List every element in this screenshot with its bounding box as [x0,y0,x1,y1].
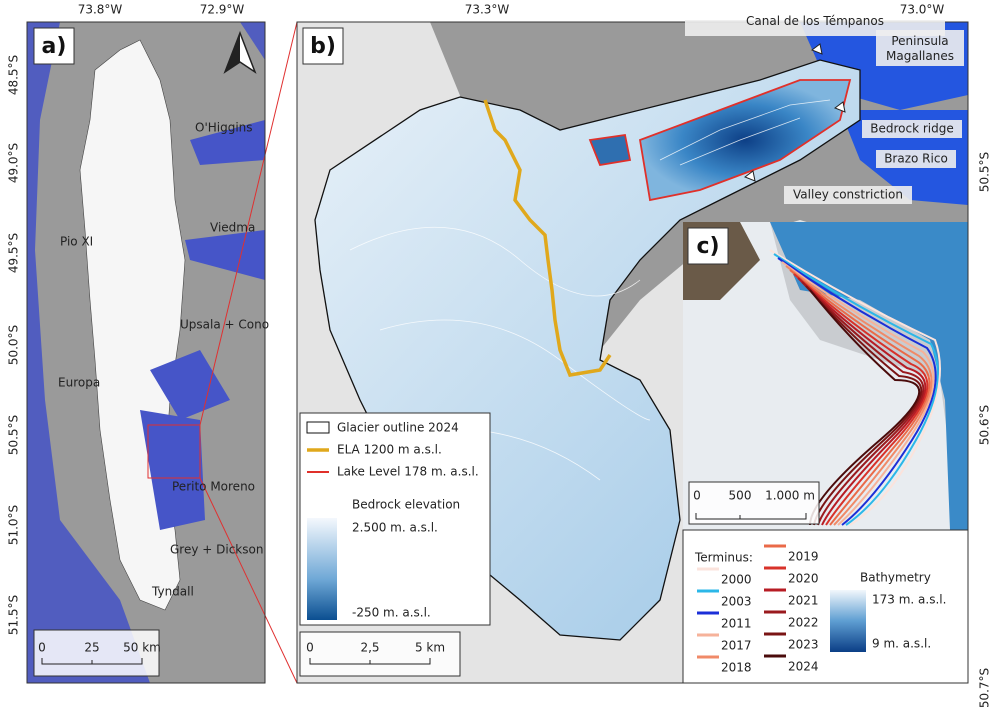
legend-label: 2024 [788,660,819,674]
legend-label: 9 m. a.s.l. [872,637,931,651]
legend-label: 2003 [721,595,752,609]
legend-label: 2011 [721,617,752,631]
lat-label: 49.0°S [7,143,21,183]
legend-label: 2.500 m. a.s.l. [352,521,438,535]
terminus-line [809,289,921,526]
scale-label: 0 [38,641,46,655]
annotation-arrow [833,101,846,113]
legend-title: Terminus: [694,551,753,565]
panel-label: a) [42,34,67,59]
legend-label: 2021 [788,594,819,608]
legend-label: Glacier outline 2024 [337,421,459,435]
legend-label: 2022 [788,616,819,630]
legend-label: 2018 [721,661,752,675]
lat-label: 51.0°S [7,505,21,545]
annotation: Brazo Rico [884,152,948,166]
annotation-box [876,150,956,168]
scale-label: 5 km [415,641,445,655]
glacier-name: Upsala + Cono [180,318,269,332]
lat-label: 50.5°S [7,415,21,455]
legend-label: 2020 [788,572,819,586]
legend-label: 2017 [721,639,752,653]
lon-label: 72.9°W [200,3,245,17]
legend-label: 173 m. a.s.l. [872,593,946,607]
panel-a: a) [27,21,298,684]
lat-label: 48.5°S [7,55,21,95]
glacier-name: Grey + Dickson [170,543,263,557]
legend-title: Bathymetry [860,571,931,585]
annotation: Bedrock ridge [870,122,954,136]
lon-label: 73.8°W [78,3,123,17]
annotation-arrow [810,43,823,55]
glacier-name: Perito Moreno [172,480,255,494]
legend-label: Lake Level 178 m. a.s.l. [337,465,479,479]
panel-label: c) [696,234,719,259]
annotation-box [876,30,964,66]
terminus-line [797,277,927,526]
glacier-name: O'Higgins [195,121,253,135]
terminus-line [801,281,925,526]
annotation-arrow [743,170,756,182]
terminus-line [769,249,941,526]
scale-label: 0 [306,641,314,655]
panel-c: c) Terminus: Bathymetry 173 m. a.s.l. 9 … [682,222,969,684]
scale-label: 50 km [123,641,161,655]
annotation: Valley constriction [793,188,903,202]
annotation-box [784,186,912,204]
scale-label: 1.000 m [765,489,815,503]
terminus-line [781,261,935,526]
scale-label: 2,5 [360,641,379,655]
annotation: Peninsula Magallanes [886,34,954,63]
scale-label: 25 [84,641,99,655]
scale-label: 0 [693,489,701,503]
lat-label: 50.0°S [7,325,21,365]
scale-label: 500 [729,489,752,503]
panel-label: b) [310,34,336,59]
lat-label: 50.5°S [978,152,992,192]
terminus-line [805,285,923,526]
glacier-name: Pio XI [60,235,93,249]
lat-label: 50.7°S [978,668,992,707]
legend-label: ELA 1200 m a.s.l. [337,443,442,457]
lon-label: 73.3°W [465,3,510,17]
lat-label: 49.5°S [7,233,21,273]
terminus-line [793,273,929,526]
glacier-name: Viedma [210,221,255,235]
glacier-name: Tyndall [151,585,194,599]
legend-label: 2000 [721,573,752,587]
legend-label: 2019 [788,550,819,564]
terminus-line [773,253,939,526]
terminus-line [785,265,933,526]
legend-label: 2023 [788,638,819,652]
annotation-box [862,120,962,138]
lon-label: 73.0°W [900,3,945,17]
lat-label: 51.5°S [7,595,21,635]
legend-title: Bedrock elevation [352,498,460,512]
terminus-line [777,257,937,526]
annotation: Canal de los Témpanos [746,14,884,28]
lat-label: 50.6°S [978,405,992,445]
terminus-line [789,269,931,526]
glacier-name: Europa [58,376,100,390]
legend-label: -250 m. a.s.l. [352,606,431,620]
